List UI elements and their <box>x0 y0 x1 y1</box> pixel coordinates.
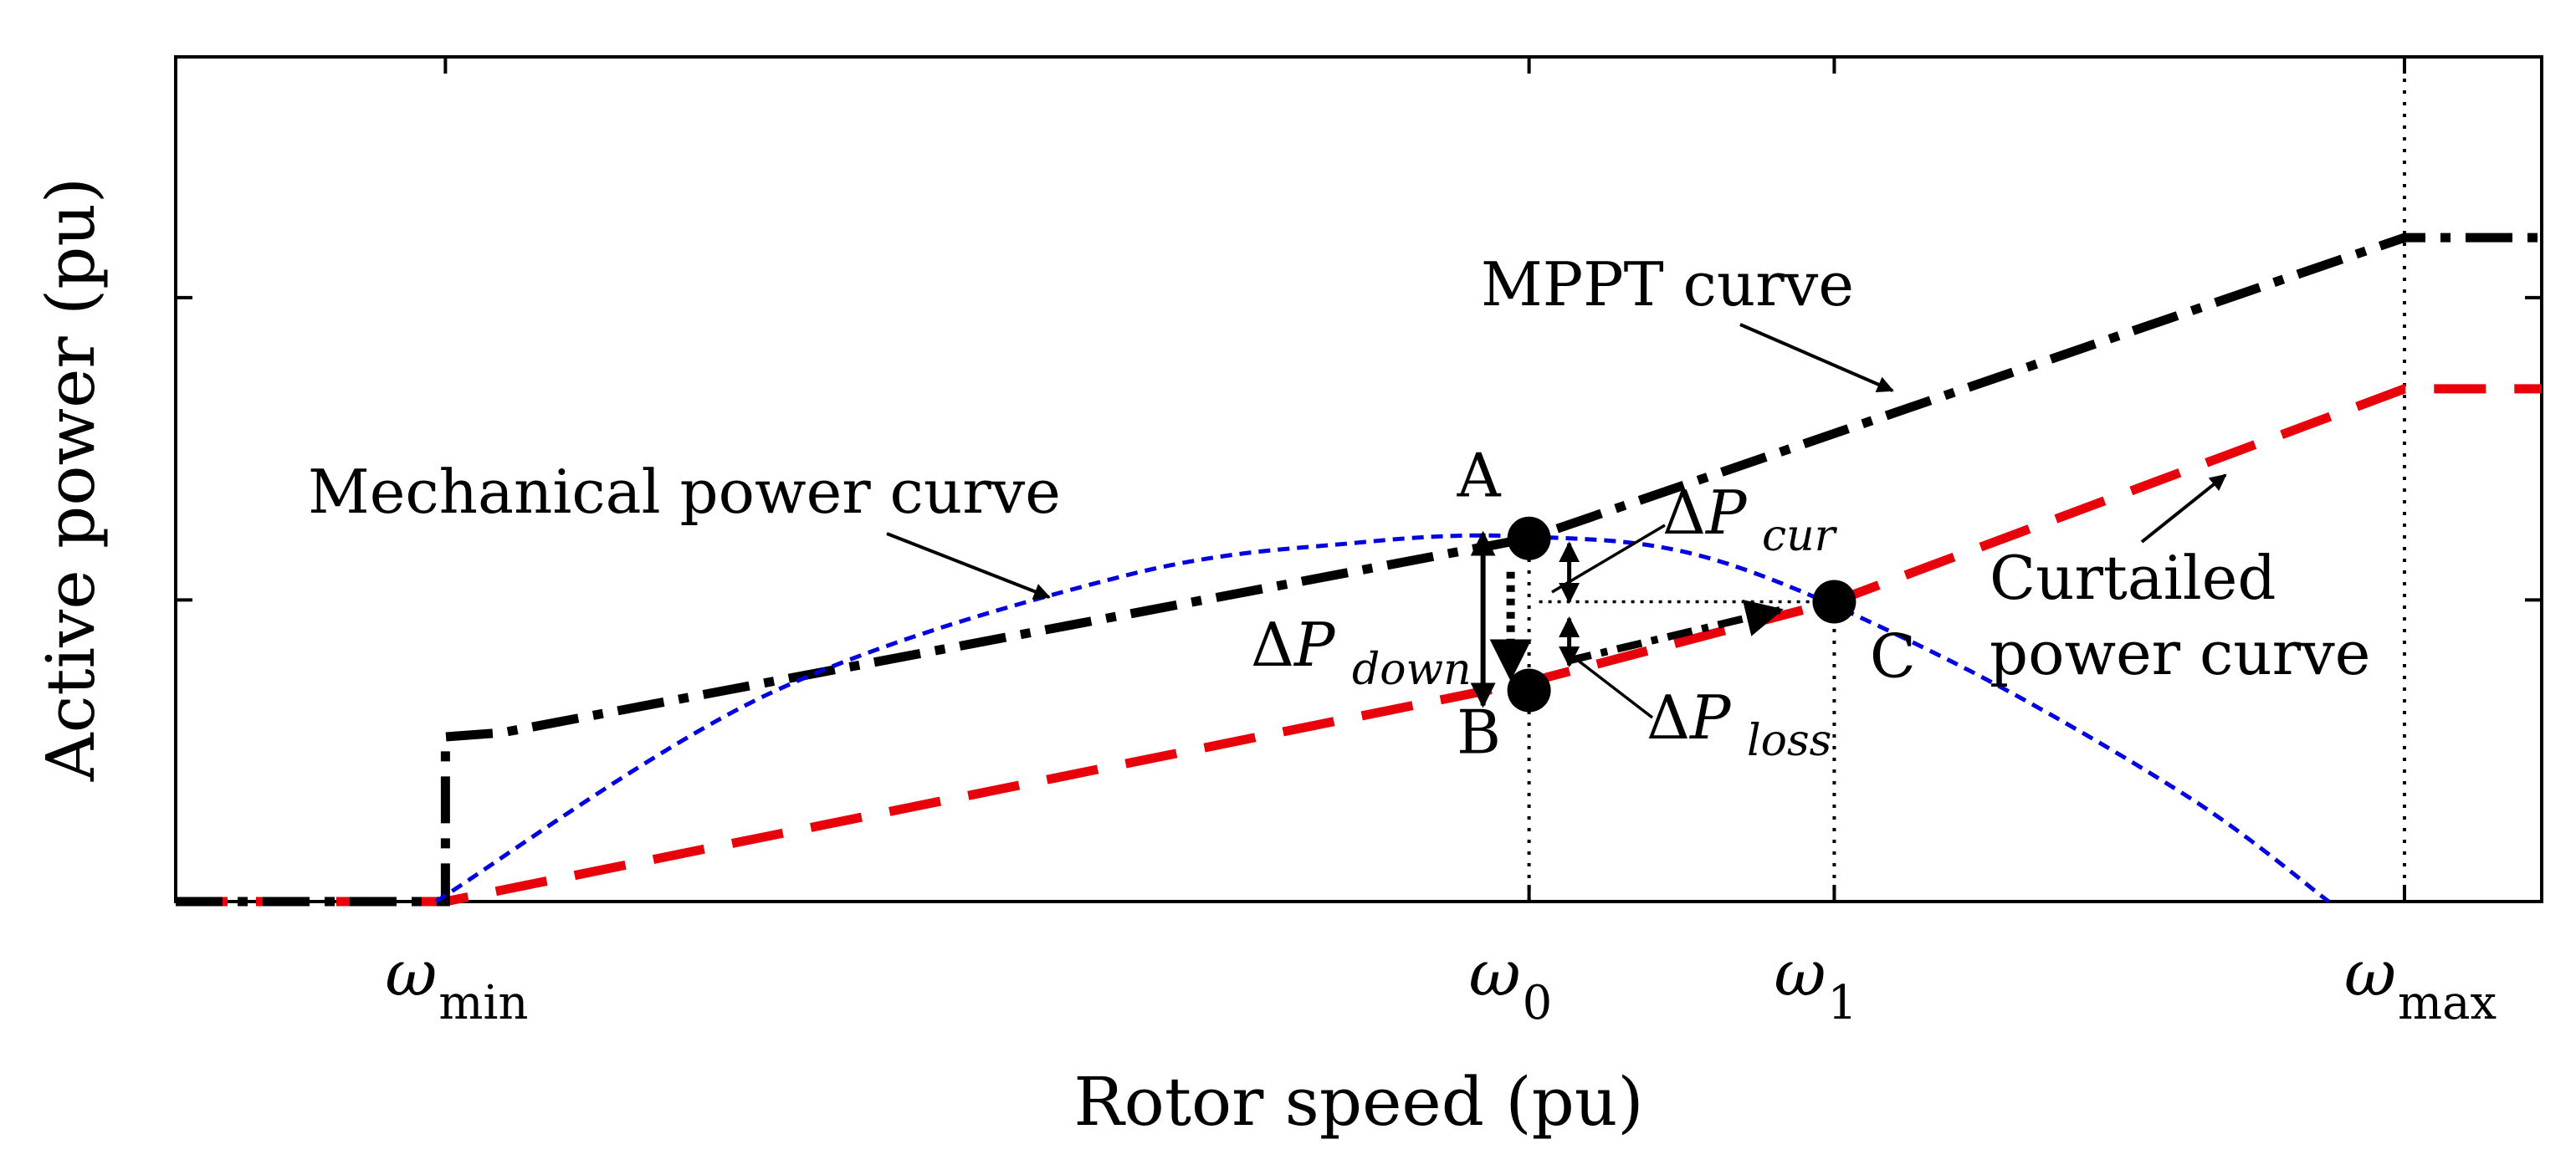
point-label-b: B <box>1457 697 1501 768</box>
delta-p-cur-label: ΔP cur <box>1662 478 1838 561</box>
svg-text:ΔP: ΔP <box>1646 682 1732 753</box>
annotation-lines <box>1470 530 1835 708</box>
point-label-c: C <box>1870 621 1916 691</box>
b-to-c-arrow <box>1565 600 1784 665</box>
point-a <box>1507 516 1551 560</box>
x-tick-subscript: 0 <box>1523 976 1553 1030</box>
x-tick-subscript: 1 <box>1827 976 1857 1030</box>
x-tick-symbol: ω <box>1469 936 1521 1010</box>
curtailed-arrow <box>2140 473 2227 544</box>
y-axis-label: Active power (pu) <box>32 177 110 782</box>
svg-text:cur: cur <box>1762 511 1838 561</box>
p-symbol: P <box>1293 610 1336 680</box>
reference-lines <box>1527 57 2406 902</box>
mechanical-label: Mechanical power curve <box>308 457 1061 527</box>
delta-symbol: Δ <box>1251 610 1294 680</box>
point-b <box>1507 668 1551 713</box>
mppt-label: MPPT curve <box>1481 249 1854 319</box>
p-symbol: P <box>1688 682 1732 753</box>
delta-p-loss-leader <box>1571 655 1654 719</box>
axes-frame <box>174 55 2543 903</box>
curtailed-label-line1: Curtailed <box>1990 543 2276 613</box>
x-axis-label: Rotor speed (pu) <box>1073 1063 1643 1141</box>
p-symbol: P <box>1704 478 1748 548</box>
svg-text:down: down <box>1352 645 1472 695</box>
delta-symbol: Δ <box>1662 478 1706 548</box>
x-tick-symbol: ω <box>1774 936 1826 1010</box>
series-line-curtailed-power-curve <box>176 384 2542 907</box>
point-c <box>1812 580 1856 624</box>
x-tick-subscript: min <box>438 976 528 1030</box>
delta-p-down-label: ΔP down <box>1251 610 1472 695</box>
x-tick-labels: ω min ω 0 ω 1 ω max <box>385 936 2497 1030</box>
delta-p-loss-label: ΔP loss <box>1646 682 1831 766</box>
x-tick-symbol: ω <box>2344 936 2396 1010</box>
x-tick-symbol: ω <box>385 936 437 1010</box>
svg-text:ΔP: ΔP <box>1662 478 1748 548</box>
points-group: A B C <box>1457 441 1916 768</box>
svg-text:loss: loss <box>1747 716 1831 766</box>
point-label-a: A <box>1457 441 1502 511</box>
mechanical-arrow <box>886 532 1051 600</box>
delta-p-cur-leader <box>1551 524 1666 594</box>
mppt-arrow <box>1739 323 1894 393</box>
x-tick-subscript: max <box>2398 976 2497 1030</box>
delta-symbol: Δ <box>1646 682 1690 753</box>
series-line-mppt-curve <box>176 232 2542 907</box>
svg-text:ΔP: ΔP <box>1251 610 1336 680</box>
curtailed-label-line2: power curve <box>1990 618 2370 688</box>
